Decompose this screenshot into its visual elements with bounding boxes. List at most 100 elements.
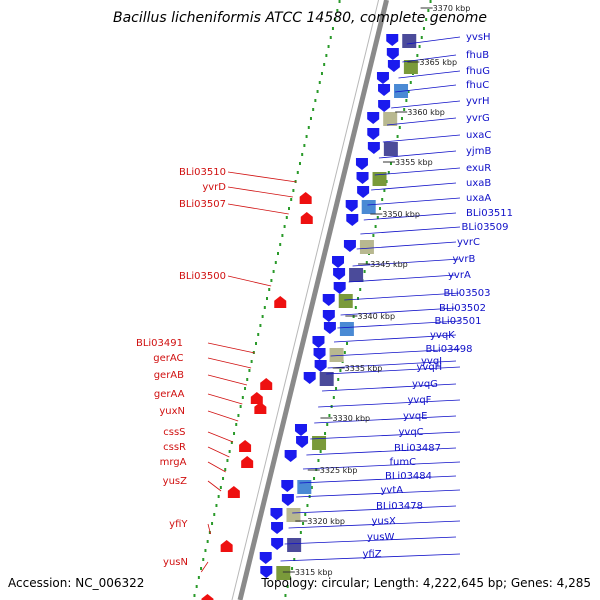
forward-gene-arrow <box>355 158 368 170</box>
leader-line-left <box>227 203 289 215</box>
gene-block <box>312 436 327 450</box>
gene-block <box>297 480 312 494</box>
gene-block <box>319 372 334 386</box>
gene-label-right: BLi03501 <box>435 316 482 327</box>
gene-block <box>383 142 398 156</box>
leader-line-right <box>288 520 461 529</box>
leader-line-right <box>378 150 457 159</box>
leader-line-right <box>360 226 461 235</box>
gene-label-left: gerAC <box>153 353 183 364</box>
gene-label-right: yusX <box>372 516 396 527</box>
reverse-gene-arrow <box>300 212 313 224</box>
gene-label-right: fhuC <box>466 80 489 91</box>
feature-layer <box>201 34 418 600</box>
leader-line-right <box>310 431 461 440</box>
leader-line-right <box>348 274 457 283</box>
gene-label-left: cssR <box>163 442 186 453</box>
kbp-marker-label: 3325 kbp <box>320 466 358 475</box>
leader-line-right <box>284 536 457 545</box>
gene-label-left: yusZ <box>163 476 187 487</box>
gene-block <box>287 538 302 552</box>
kbp-marker-label: 3365 kbp <box>419 58 457 67</box>
gene-label-right: uxaC <box>466 130 491 141</box>
leader-line-right <box>292 505 457 514</box>
gene-block <box>286 508 301 522</box>
leader-line-right <box>326 366 461 375</box>
gene-label-right: yvrB <box>453 254 476 265</box>
leader-line-right <box>314 415 457 424</box>
gene-label-left: BLi03510 <box>179 167 226 178</box>
gene-label-right: BLi03503 <box>444 288 491 299</box>
kbp-marker-label: 3370 kbp <box>433 4 471 13</box>
leader-line-right <box>302 461 461 470</box>
leader-layer <box>200 36 461 573</box>
leader-line-right <box>280 553 461 562</box>
gene-label-right: yvtA <box>381 485 404 496</box>
reverse-gene-arrow <box>274 296 287 308</box>
gene-block <box>276 566 291 580</box>
kbp-marker-label: 3350 kbp <box>382 210 420 219</box>
forward-gene-arrow <box>296 436 309 448</box>
forward-gene-arrow <box>333 282 346 294</box>
kbp-marker-label: 3340 kbp <box>357 312 395 321</box>
leader-line-right <box>344 292 461 301</box>
leader-line-left <box>207 523 211 535</box>
leader-line-right <box>395 84 457 93</box>
gene-label-right: yvqI <box>421 356 442 367</box>
gene-label-left: gerAB <box>154 370 184 381</box>
backbone-line <box>237 0 389 600</box>
gene-label-right: fhuB <box>466 50 489 61</box>
gene-label-right: fumC <box>390 457 417 468</box>
gene-block <box>338 294 353 308</box>
gene-block <box>403 60 418 74</box>
gene-block <box>329 348 344 362</box>
forward-gene-arrow <box>260 566 273 578</box>
leader-line-left <box>207 410 239 422</box>
forward-gene-arrow <box>333 268 346 280</box>
reverse-gene-arrow <box>241 456 254 468</box>
leader-line-left <box>207 446 230 458</box>
leader-line-left <box>207 357 252 369</box>
forward-gene-arrow <box>357 186 370 198</box>
leader-line-left <box>207 393 243 405</box>
gene-block <box>361 200 376 214</box>
leader-line-left <box>227 186 293 198</box>
gene-label-right: exuR <box>466 163 491 174</box>
gene-label-right: yvsH <box>466 32 491 43</box>
leader-line-right <box>371 182 457 191</box>
forward-gene-arrow <box>271 522 284 534</box>
reverse-gene-arrow <box>201 594 214 600</box>
gene-label-left: yfiY <box>169 519 188 530</box>
leader-line-right <box>299 475 457 484</box>
forward-gene-arrow <box>312 336 325 348</box>
gene-block <box>339 322 354 336</box>
gene-label-left: BLi03500 <box>179 271 226 282</box>
leader-line-right <box>330 348 461 357</box>
leader-line-left <box>207 374 248 386</box>
gene-label-right: BLi03498 <box>426 344 473 355</box>
forward-gene-arrow <box>356 172 369 184</box>
kbp-marker-label: 3330 kbp <box>332 414 370 423</box>
gene-label-right: BLi03509 <box>462 222 509 233</box>
forward-gene-arrow <box>376 72 389 84</box>
reverse-gene-arrow <box>299 192 312 204</box>
gene-label-right: yusW <box>367 532 394 543</box>
gene-label-right: uxaB <box>466 178 491 189</box>
leader-line-right <box>382 134 461 143</box>
gene-label-left: mrgA <box>160 457 187 468</box>
leader-line-left <box>207 480 222 492</box>
leader-line-right <box>391 100 461 109</box>
forward-gene-arrow <box>284 450 297 462</box>
forward-gene-arrow <box>378 84 391 96</box>
reverse-gene-arrow <box>239 440 252 452</box>
leader-line-right <box>322 383 457 392</box>
leader-line-right <box>296 489 461 498</box>
forward-gene-arrow <box>322 294 335 306</box>
reverse-gene-arrow <box>250 392 263 404</box>
leader-line-right <box>402 54 457 63</box>
forward-gene-arrow <box>322 310 335 322</box>
gene-block <box>372 172 387 186</box>
gene-label-left: yuxN <box>159 406 185 417</box>
leader-line-right <box>333 334 457 343</box>
